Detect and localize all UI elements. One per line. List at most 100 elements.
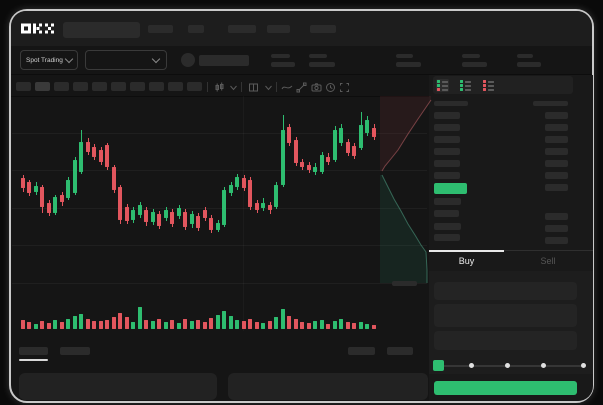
nav-item[interactable] [310, 25, 336, 33]
orderbook-row-bar[interactable] [434, 124, 460, 131]
orderbook-row-bar[interactable] [434, 234, 460, 241]
bottom-panel [19, 373, 217, 400]
candle-body [281, 130, 285, 185]
candle-body [274, 185, 278, 207]
tab-sell[interactable]: Sell [504, 253, 592, 269]
orderbook-row-bar[interactable] [434, 148, 460, 155]
bottom-tab[interactable] [387, 347, 413, 355]
pair-selector-dropdown[interactable] [85, 50, 167, 70]
timeframe-button[interactable] [54, 82, 69, 91]
orderbook-row-bar[interactable] [545, 184, 568, 191]
search-input[interactable] [63, 22, 140, 38]
orderbook-row-bar[interactable] [545, 172, 568, 179]
timeframe-button[interactable] [187, 82, 202, 91]
draw-tool-icon[interactable] [296, 82, 307, 93]
candle-body [372, 128, 376, 137]
bottom-tab[interactable] [60, 347, 90, 355]
orderbook-row-bar[interactable] [434, 198, 461, 205]
volume-bar [209, 318, 213, 329]
orderbook-view-sell-icon[interactable] [482, 79, 495, 92]
history-clock-icon[interactable] [325, 82, 336, 93]
volume-bar [365, 324, 369, 329]
timeframe-button[interactable] [16, 82, 31, 91]
tab-buy[interactable]: Buy [429, 253, 504, 269]
candle-body [157, 214, 161, 226]
timeframe-button[interactable] [73, 82, 88, 91]
orderbook-view-buy-icon[interactable] [459, 79, 472, 92]
chevron-down-icon[interactable] [264, 85, 273, 91]
okx-logo [21, 23, 54, 34]
candle-body [92, 147, 96, 157]
amount-slider-handle[interactable] [433, 360, 444, 371]
candle-body [190, 214, 194, 224]
orderbook-row-bar[interactable] [434, 136, 460, 143]
orderbook-row-bar[interactable] [434, 172, 460, 179]
order-form-field[interactable] [434, 304, 577, 327]
orderbook-current-price[interactable] [434, 183, 467, 194]
orderbook-toolbar [433, 76, 573, 94]
timeframe-button[interactable] [168, 82, 183, 91]
candle-body [151, 212, 155, 222]
orderbook-row-bar[interactable] [545, 160, 568, 167]
nav-item[interactable] [228, 25, 256, 33]
amount-slider-track[interactable] [437, 365, 585, 367]
volume-bar [170, 320, 174, 329]
toolbar-separator [276, 82, 277, 92]
market-type-selector[interactable]: Spot Trading [20, 50, 78, 70]
candle-body [34, 186, 38, 192]
volume-bar [255, 322, 259, 329]
pair-info-placeholder [181, 53, 195, 67]
candle-body [86, 142, 90, 152]
bottom-tab[interactable] [19, 347, 48, 355]
amount-slider-stop[interactable] [505, 363, 510, 368]
bottom-tab[interactable] [348, 347, 375, 355]
timeframe-button[interactable] [111, 82, 126, 91]
amount-slider-stop[interactable] [469, 363, 474, 368]
orderbook-row-bar[interactable] [434, 223, 461, 230]
timeframe-button[interactable] [130, 82, 145, 91]
nav-item[interactable] [188, 25, 204, 33]
volume-bar [40, 321, 44, 329]
volume-bar [326, 324, 330, 329]
order-form-field[interactable] [434, 331, 577, 350]
orderbook-row-bar[interactable] [434, 210, 459, 217]
orderbook-row-bar[interactable] [545, 213, 568, 220]
amount-slider-stop[interactable] [541, 363, 546, 368]
volume-bar [92, 321, 96, 329]
volume-bar [144, 320, 148, 329]
candle-body [79, 142, 83, 172]
volume-bar [216, 315, 220, 329]
orderbook-row-bar[interactable] [434, 112, 460, 119]
orderbook-row-bar[interactable] [545, 237, 568, 244]
chart-layout-icon[interactable] [248, 82, 259, 93]
orderbook-row-bar[interactable] [545, 124, 568, 131]
volume-bar [320, 320, 324, 329]
candle-body [131, 210, 135, 220]
candle-style-icon[interactable] [214, 82, 225, 93]
pair-info-placeholder [199, 55, 249, 66]
chevron-down-icon[interactable] [229, 85, 238, 91]
line-tool-icon[interactable] [281, 83, 293, 92]
orderbook-view-combined-icon[interactable] [436, 79, 449, 92]
orderbook-row-bar[interactable] [545, 112, 568, 119]
buy-submit-button[interactable] [434, 381, 577, 395]
order-form-field[interactable] [434, 282, 577, 300]
nav-item[interactable] [148, 25, 173, 33]
volume-bar [352, 323, 356, 329]
timeframe-button[interactable] [35, 82, 50, 91]
volume-bar [294, 319, 298, 329]
candle-body [138, 205, 142, 215]
camera-icon[interactable] [311, 82, 322, 93]
nav-item[interactable] [267, 25, 290, 33]
fullscreen-icon[interactable] [339, 82, 350, 93]
orderbook-row-bar[interactable] [545, 148, 568, 155]
candle-body [112, 167, 116, 190]
orderbook-row-bar[interactable] [545, 225, 568, 232]
timeframe-button[interactable] [92, 82, 107, 91]
candle-body [99, 150, 103, 162]
orderbook-row-bar[interactable] [545, 136, 568, 143]
amount-slider-stop[interactable] [581, 363, 586, 368]
timeframe-button[interactable] [149, 82, 164, 91]
orderbook-row-bar[interactable] [434, 160, 460, 167]
volume-bar [274, 317, 278, 329]
